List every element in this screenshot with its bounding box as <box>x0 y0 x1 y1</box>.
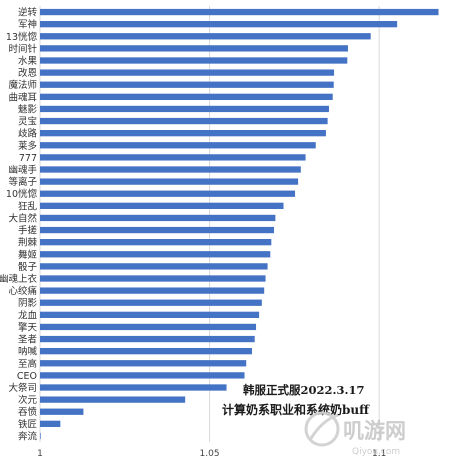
bar <box>40 142 316 149</box>
watermark-text: 叽游网 <box>343 419 406 443</box>
bar <box>40 360 247 367</box>
bar <box>40 335 255 343</box>
annotation-line1: 韩服正式服2022.3.17 <box>243 383 365 397</box>
category-label: 魔法师 <box>8 79 37 91</box>
category-label: 次元 <box>18 394 38 406</box>
category-label: 奔流 <box>18 430 38 442</box>
category-label: 至高 <box>18 358 37 370</box>
category-label: 灵宝 <box>18 116 37 128</box>
bar <box>40 396 186 403</box>
category-label: 10恍惚 <box>6 188 38 200</box>
category-label: 舞姬 <box>18 249 38 261</box>
category-label: 时间针 <box>8 43 37 55</box>
category-label: 莱多 <box>18 140 37 152</box>
bar <box>40 348 252 355</box>
bar <box>40 263 268 270</box>
category-label: 手搓 <box>18 225 38 237</box>
watermark-logo-swoosh <box>308 413 339 441</box>
bar <box>40 8 439 16</box>
category-label: 吞愤 <box>18 407 38 418</box>
category-label: 魅影 <box>18 103 38 115</box>
x-tick-labels: 1 1.05 1.1 <box>37 449 386 459</box>
bar <box>40 166 301 173</box>
bar <box>40 432 41 440</box>
bar <box>40 287 265 294</box>
bars <box>40 8 439 440</box>
bar <box>40 93 333 100</box>
bar <box>40 372 245 379</box>
category-label: 骰子 <box>18 262 38 273</box>
category-label: 圣者 <box>18 335 37 346</box>
category-label: 心绞痛 <box>8 285 37 297</box>
bar <box>40 57 348 64</box>
bar <box>40 45 348 52</box>
bar <box>40 239 272 246</box>
bar <box>40 81 334 88</box>
grid-lines <box>39 6 380 442</box>
watermark: 叽游网 Qiyou.com <box>304 411 406 457</box>
category-label: 铁匠 <box>18 418 37 430</box>
bar <box>40 214 276 222</box>
bar <box>40 408 84 415</box>
category-label: 大祭司 <box>8 382 37 394</box>
category-label: 13恍惚 <box>6 31 38 43</box>
category-label: 水果 <box>18 55 38 67</box>
bar <box>40 21 398 28</box>
bar <box>40 178 299 185</box>
bar <box>40 69 335 76</box>
category-label: 逆转 <box>18 7 38 19</box>
bar <box>40 130 326 137</box>
category-label: CEO <box>17 371 37 382</box>
category-label: 777 <box>19 153 37 164</box>
bar <box>40 420 61 427</box>
category-label: 幽魂手 <box>8 164 37 176</box>
category-label: 幽魂上衣 <box>0 273 37 285</box>
annotation-line2: 计算奶系职业和系统奶buff <box>222 402 370 417</box>
category-label: 龙血 <box>18 309 38 321</box>
category-label: 擎天 <box>18 321 38 333</box>
category-label: 歧路 <box>18 128 38 140</box>
x-tick-label: 1.1 <box>372 449 386 459</box>
bar <box>40 323 257 331</box>
category-label: 改恩 <box>18 67 37 79</box>
bar <box>40 105 329 113</box>
bar <box>40 226 275 234</box>
x-tick-label: 1 <box>37 449 43 459</box>
category-label: 呐喊 <box>18 346 38 358</box>
bar <box>40 154 306 161</box>
category-label: 阴影 <box>18 298 38 309</box>
category-labels: 逆转军神13恍惚时间针水果改恩魔法师曲魂耳魅影灵宝歧路莱多777幽魂手等离子10… <box>0 7 37 443</box>
category-label: 大自然 <box>8 212 37 224</box>
bar <box>40 299 262 306</box>
category-label: 荆棘 <box>18 237 38 249</box>
x-tick-label: 1.05 <box>200 449 220 459</box>
bar <box>40 251 271 258</box>
watermark-logo-icon <box>304 411 340 447</box>
category-label: 等离子 <box>8 176 37 188</box>
category-label: 狂乱 <box>18 201 38 212</box>
annotation: 韩服正式服2022.3.17 计算奶系职业和系统奶buff <box>222 383 370 417</box>
bar <box>40 384 227 391</box>
bar <box>40 311 260 318</box>
bar <box>40 202 284 209</box>
watermark-url: Qiyou.com <box>352 447 400 457</box>
category-label: 曲魂耳 <box>8 91 37 103</box>
bar <box>40 33 371 40</box>
bar <box>40 190 296 197</box>
category-label: 军神 <box>18 19 37 31</box>
bar <box>40 275 266 282</box>
bar <box>40 117 328 125</box>
